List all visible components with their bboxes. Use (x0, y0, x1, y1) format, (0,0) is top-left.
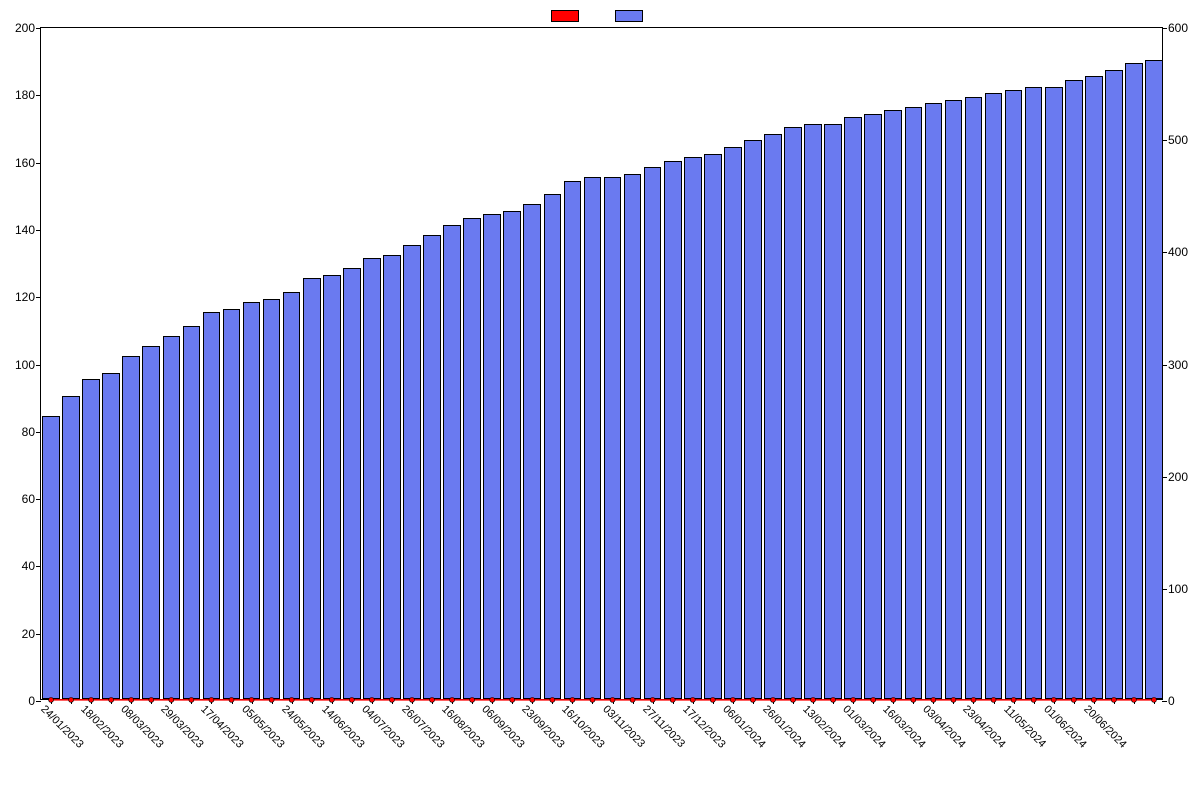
plot-area: 0204060801001201401601802000100200300400… (40, 27, 1163, 700)
legend-swatch (551, 10, 579, 22)
legend-item (551, 10, 585, 22)
x-axis-tick-label: 27/11/2023 (640, 699, 691, 750)
x-axis-tick-label: 11/05/2024 (1001, 699, 1052, 750)
legend-swatch (615, 10, 643, 22)
legend (551, 10, 649, 22)
dual-axis-bar-chart: 0204060801001201401601802000100200300400… (0, 0, 1200, 800)
legend-item (615, 10, 649, 22)
line-series (41, 28, 1164, 701)
x-axis-tick-label: 03/11/2023 (600, 699, 651, 750)
x-axis-tick-label: 20/06/2024 (1081, 699, 1133, 751)
